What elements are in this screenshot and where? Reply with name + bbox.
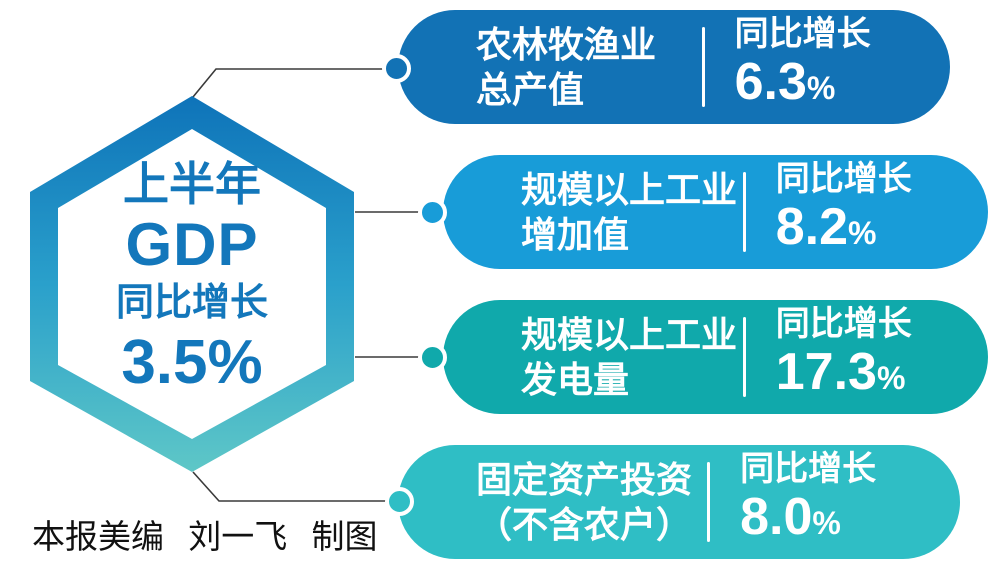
stat-pill-industrial-power-generation: 规模以上工业 发电量 同比增长 17.3%: [443, 300, 988, 414]
value-row: 8.0%: [740, 490, 876, 557]
hexagon-period-label: 上半年: [123, 158, 261, 210]
connector-dot-2: [418, 198, 447, 227]
stat-pill-agriculture: 农林牧渔业 总产值 同比增长 6.3%: [398, 10, 950, 124]
value-row: 8.2%: [776, 200, 912, 267]
value-number: 6.3: [734, 52, 807, 111]
stat-value-block: 同比增长 6.3%: [705, 13, 871, 122]
gdp-hexagon: [30, 96, 354, 472]
stat-pill-fixed-asset-investment: 固定资产投资 （不含农户） 同比增长 8.0%: [398, 445, 960, 559]
credit-text: 本报美编 刘一飞 制图: [32, 520, 378, 556]
connector-lines: [192, 68, 433, 502]
hexagon-value: 3.5%: [121, 328, 263, 397]
stat-value-block: 同比增长 8.0%: [710, 448, 876, 557]
value-unit: %: [812, 504, 841, 541]
divider: [742, 317, 746, 397]
stat-label: 规模以上工业 发电量: [443, 312, 743, 402]
connector-line-1: [192, 68, 397, 98]
value-unit: %: [848, 214, 877, 251]
value-number: 8.0: [740, 487, 813, 546]
stat-pill-industrial-added-value: 规模以上工业 增加值 同比增长 8.2%: [443, 155, 988, 269]
value-unit: %: [876, 359, 906, 396]
connector-line-4: [192, 471, 400, 502]
hexagon-text-block: 上半年 GDP 同比增长 3.5%: [30, 156, 354, 398]
connector-dot-4: [385, 487, 414, 516]
stat-label-line1: 固定资产投资: [476, 459, 693, 500]
metric-label: 同比增长: [775, 159, 912, 198]
connector-dot-1: [382, 54, 411, 83]
stat-label: 农林牧渔业 总产值: [398, 22, 702, 112]
stat-label-line2: 增加值: [521, 214, 630, 255]
connector-dot-3: [418, 343, 447, 372]
divider: [707, 462, 711, 542]
stat-label-line2: 发电量: [521, 359, 630, 400]
hexagon-gdp-label: GDP: [125, 211, 259, 278]
metric-label: 同比增长: [734, 14, 871, 53]
value-unit: %: [806, 69, 836, 106]
stat-label-line2: 总产值: [476, 69, 585, 110]
divider: [742, 172, 746, 252]
metric-label: 同比增长: [775, 304, 912, 343]
stat-value-block: 同比增长 8.2%: [746, 158, 912, 267]
stat-label-line1: 规模以上工业: [521, 314, 738, 355]
value-row: 17.3%: [776, 345, 912, 412]
stat-value-block: 同比增长 17.3%: [746, 303, 912, 412]
stat-label-line1: 农林牧渔业: [476, 24, 657, 65]
stat-label-line1: 规模以上工业: [521, 169, 738, 210]
divider: [701, 27, 705, 107]
value-number: 17.3: [775, 342, 877, 401]
value-number: 8.2: [775, 197, 849, 256]
metric-label: 同比增长: [740, 449, 877, 488]
hexagon-metric-label: 同比增长: [115, 282, 268, 324]
stat-label: 固定资产投资 （不含农户）: [398, 457, 707, 547]
hexagon-inner: [58, 129, 326, 439]
value-row: 6.3%: [735, 55, 871, 122]
stat-label-line2: （不含农户）: [476, 504, 693, 545]
stat-label: 规模以上工业 增加值: [443, 167, 743, 257]
